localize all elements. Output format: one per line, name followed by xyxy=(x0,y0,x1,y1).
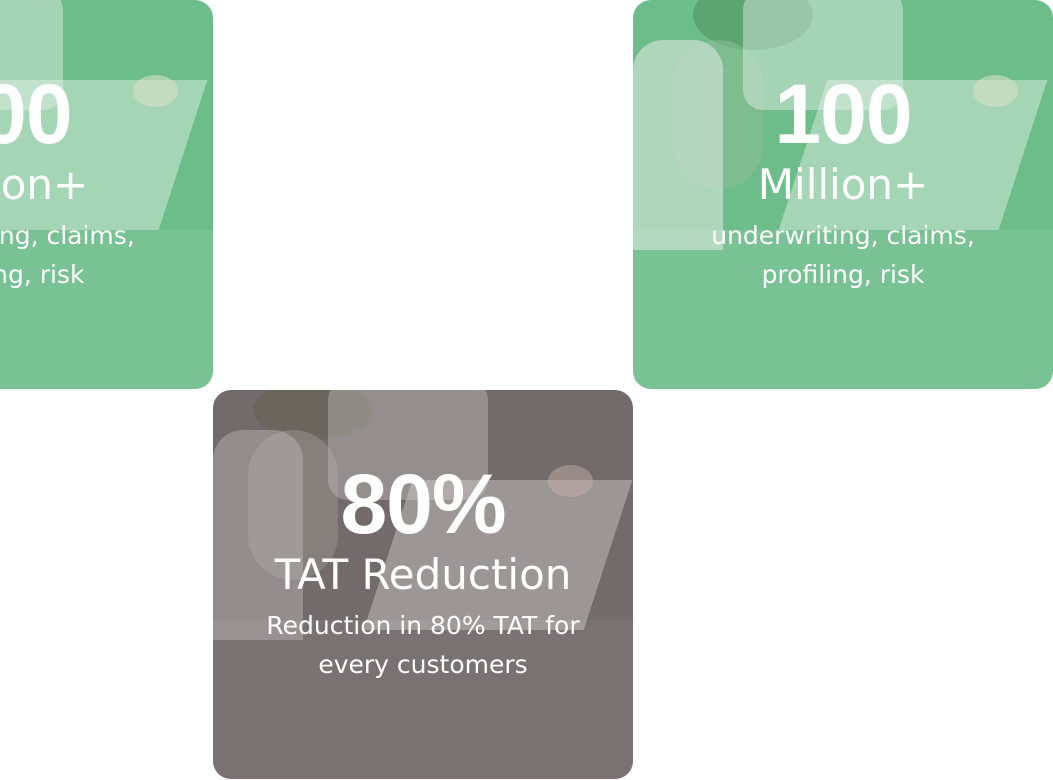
card-background-photo xyxy=(633,0,1053,389)
stat-card-left[interactable]: 100 Million+ underwriting, claims, profi… xyxy=(0,0,213,389)
stat-value: 80% xyxy=(340,457,506,551)
stat-value: 100 xyxy=(0,67,73,161)
stat-description: underwriting, claims, profiling, risk xyxy=(0,221,135,289)
card-background-photo xyxy=(213,390,633,779)
stat-title: Million+ xyxy=(0,160,89,209)
stat-description: Reduction in 80% TAT for every customers xyxy=(266,611,580,679)
stat-card-center[interactable]: 80% TAT Reduction Reduction in 80% TAT f… xyxy=(213,390,633,779)
stat-title: TAT Reduction xyxy=(274,550,572,599)
stat-title: Million+ xyxy=(757,160,929,209)
stat-description: underwriting, claims, profiling, risk xyxy=(711,221,975,289)
stat-value: 100 xyxy=(774,67,912,161)
card-background-photo xyxy=(0,0,213,389)
stat-card-right[interactable]: 100 Million+ underwriting, claims, profi… xyxy=(633,0,1053,389)
